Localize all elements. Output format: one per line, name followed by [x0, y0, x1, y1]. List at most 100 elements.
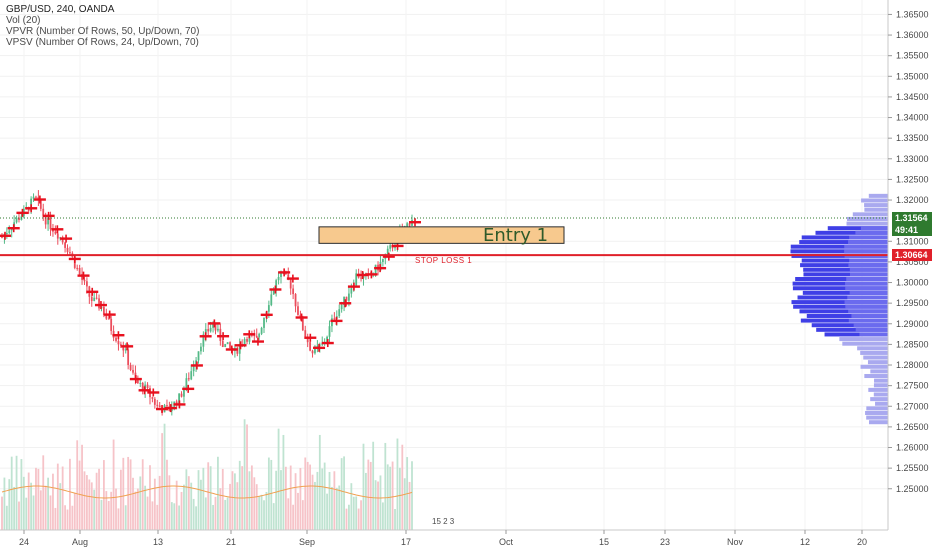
candle-body: [316, 345, 319, 347]
volume-bar: [192, 498, 195, 530]
vpsv-marker: [239, 341, 242, 350]
volume-bar: [3, 477, 6, 530]
volume-bar: [76, 440, 79, 530]
candle-body: [81, 274, 83, 280]
vpsv-marker: [222, 332, 224, 341]
volume-profile-row: [864, 207, 888, 212]
volume-profile-row: [870, 397, 888, 402]
volume-bar: [183, 484, 185, 530]
volume-bar: [88, 479, 91, 530]
candle-body: [292, 288, 295, 295]
candle-body: [129, 364, 132, 370]
price-tick-label: 1.25000: [896, 484, 929, 494]
price-tick-label: 1.34500: [896, 92, 929, 102]
vpvr-indicator-label[interactable]: VPVR (Number Of Rows, 50, Up/Down, 70): [6, 26, 200, 37]
candle-body: [83, 279, 86, 282]
volume-bar: [141, 459, 144, 530]
candle-body: [192, 366, 195, 372]
vpsv-marker: [21, 208, 24, 217]
candle-body: [107, 318, 110, 320]
candle-body: [277, 276, 280, 281]
volume-profile-row: [827, 226, 888, 231]
entry-zone-box[interactable]: [318, 226, 565, 244]
vpsv-marker: [344, 299, 347, 308]
volume-bar: [381, 502, 384, 530]
volume-profile-row: [790, 249, 888, 254]
candle-body: [195, 360, 197, 367]
volume-bar: [331, 486, 333, 530]
time-tick-label: 15: [599, 537, 609, 547]
price-tick-label: 1.35000: [896, 71, 929, 81]
candle-body: [183, 388, 185, 397]
candle-body: [304, 330, 307, 337]
candle-body: [18, 217, 20, 220]
volume-profile-row: [792, 281, 888, 286]
volume-bar: [149, 465, 151, 530]
volume-bar: [350, 483, 353, 530]
price-tick-label: 1.36500: [896, 9, 929, 19]
events-badge[interactable]: 15 2 3: [432, 517, 455, 526]
volume-profile-row: [866, 415, 888, 420]
candle-body: [311, 350, 314, 354]
volume-bar: [369, 461, 372, 530]
candle-body: [90, 296, 93, 301]
price-tick-label: 1.26000: [896, 443, 929, 453]
volume-profile-row-split: [855, 230, 888, 235]
volume-profile-row: [863, 355, 888, 360]
volume-bar: [117, 508, 120, 530]
vpsv-marker: [135, 375, 137, 384]
volume-bar: [255, 484, 258, 530]
volume-bar: [207, 462, 210, 530]
candle-body: [267, 305, 270, 312]
symbol-title[interactable]: GBP/USD, 240, OANDA: [6, 4, 115, 15]
time-tick-label: Aug: [72, 537, 88, 547]
volume-bar: [326, 493, 328, 530]
candle-body: [253, 335, 256, 337]
volume-profile-row: [860, 364, 888, 369]
volume-bar: [93, 489, 96, 530]
volume-bar: [10, 456, 13, 530]
volume-bar: [304, 457, 307, 530]
volume-bar: [119, 469, 122, 530]
time-axis[interactable]: 24 Aug 13 21 Sep 17 Oct 15 23 Nov 12 20: [0, 529, 932, 550]
volume-bars: [1, 419, 413, 530]
candle-body: [156, 404, 159, 406]
volume-ma-line: [1, 485, 413, 499]
vpsv-marker: [73, 254, 76, 263]
vpsv-marker: [396, 241, 399, 250]
volume-bar: [318, 434, 321, 530]
vol-indicator-label[interactable]: Vol (20): [6, 15, 41, 26]
volume-profile-row: [816, 327, 888, 332]
time-tick-label: Oct: [499, 537, 514, 547]
candle-body: [122, 346, 125, 351]
price-tick-label: 1.27000: [896, 401, 929, 411]
vpsv-indicator-label[interactable]: VPSV (Number Of Rows, 24, Up/Down, 70): [6, 37, 199, 48]
price-tick-label: 1.35500: [896, 51, 929, 61]
volume-profile-row: [801, 258, 888, 263]
vpsv-marker: [178, 400, 181, 409]
candle-body: [151, 397, 154, 399]
volume-profile-row: [815, 230, 888, 235]
vpsv-marker: [388, 252, 390, 261]
candle-body: [37, 196, 40, 200]
candle-body: [204, 329, 207, 335]
volume-bar: [59, 483, 62, 530]
candle-body: [275, 280, 278, 291]
volume-bar: [95, 472, 98, 530]
volume-bar: [5, 505, 8, 530]
candle-body: [297, 306, 299, 315]
volume-bar: [54, 507, 57, 530]
volume-bar: [153, 478, 156, 530]
bar-countdown-tag: 49:41: [892, 224, 932, 237]
candle-body: [44, 215, 47, 225]
volume-profile-row-split: [844, 300, 888, 305]
vpsv-marker: [4, 231, 6, 240]
vpsv-marker: [91, 287, 94, 296]
candle-body: [255, 335, 258, 338]
volume-bar: [158, 475, 161, 530]
vpsv-marker: [370, 270, 373, 279]
candle-body: [180, 393, 183, 397]
volume-bar: [35, 467, 37, 530]
price-axis[interactable]: 1.36500 1.36000 1.35500 1.35000 1.34500 1.340…: [887, 0, 932, 550]
